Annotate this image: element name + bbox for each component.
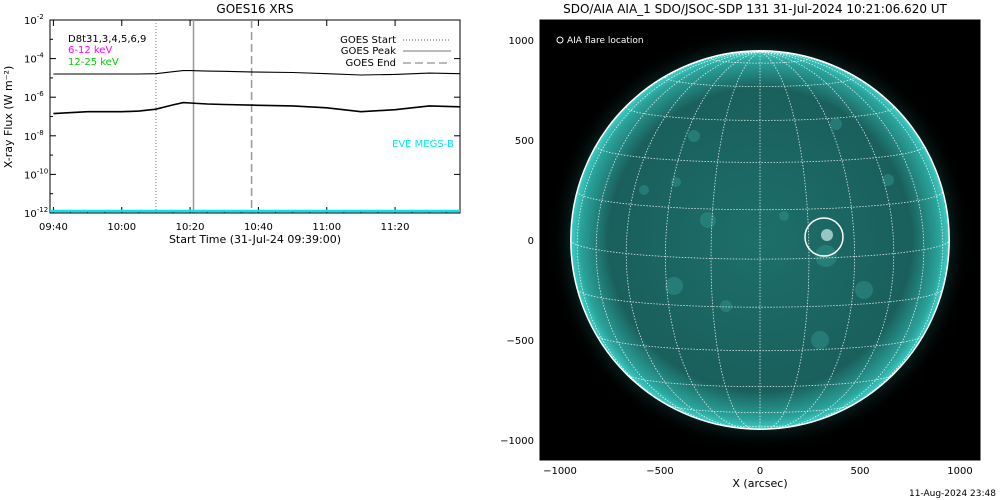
eve-megs-label: EVE MEGS-B [392, 139, 454, 150]
flare-location-marker [804, 217, 844, 257]
xrs-y-tick-label: 10-12 [24, 206, 48, 220]
xrs-y-tick-label: 10-8 [24, 129, 44, 143]
parallel-line [710, 58, 810, 64]
legend-detectors: D8t31,3,4,5,6,9 [68, 34, 146, 45]
aia-legend-text: AIA flare location [567, 36, 644, 46]
parallel-line [595, 145, 925, 163]
aia-xlabel: X (arcsec) [732, 477, 787, 490]
xrs-x-tick-label: 10:00 [107, 222, 136, 233]
aia-y-tick-label: 0 [528, 236, 534, 247]
meridian-line [759, 51, 810, 430]
solar-limb [570, 50, 950, 430]
xrs-y-tick-label: 10-10 [24, 167, 48, 181]
legend-goes-peak: GOES Peak [341, 46, 396, 57]
flare-brightening [821, 229, 833, 241]
xrs-legend-left: D8t31,3,4,5,6,9 6-12 keV 12-25 keV [68, 34, 146, 68]
meridian-line [625, 51, 761, 429]
parallel-line [665, 76, 855, 87]
legend-goes-end: GOES End [346, 58, 396, 69]
legend-goes-start: GOES Start [340, 35, 396, 46]
xrs-legend-right: GOES Start GOES Peak GOES End [340, 35, 451, 69]
xrs-series-line-long [53, 70, 460, 76]
xrs-xlabel: Start Time (31-Jul-24 09:39:00) [169, 233, 341, 246]
xrs-ylabel: X-ray Flux (W m⁻²) [2, 66, 15, 168]
active-region [779, 211, 789, 221]
active-region [720, 300, 732, 312]
aia-y-tick-label: −1000 [500, 436, 534, 447]
xrs-x-tick-label: 10:20 [176, 222, 205, 233]
xrs-x-tick-label: 09:40 [39, 222, 68, 233]
aia-x-tick-label: 0 [757, 466, 763, 477]
active-region [639, 185, 649, 195]
xrs-event-lines [155, 20, 253, 213]
meridian-line [665, 51, 761, 430]
xrs-x-tick-label: 11:20 [381, 222, 410, 233]
active-region [855, 281, 873, 299]
aia-panel: SDO/AIA AIA_1 SDO/JSOC-SDP 131 31-Jul-20… [500, 2, 981, 490]
xrs-title: GOES16 XRS [216, 2, 293, 16]
aia-y-tick-label: 500 [515, 136, 534, 147]
meridian-line [576, 51, 761, 421]
xrs-x-tick-label: 10:40 [244, 222, 273, 233]
aia-y-tick-label: −500 [507, 336, 534, 347]
xrs-panel: GOES16 XRS 10-12 10-10 10-8 10-6 10-4 10-2 09… [2, 2, 461, 246]
xrs-y-tick-label: 10-2 [24, 13, 44, 27]
active-region [882, 174, 894, 186]
active-region [665, 277, 683, 295]
active-region [688, 130, 700, 142]
legend-6-12kev: 6-12 keV [68, 45, 112, 56]
meridian-line [759, 51, 895, 429]
aia-x-tick-label: −500 [646, 466, 673, 477]
active-region [700, 212, 716, 228]
meridian-line [710, 51, 761, 430]
aia-legend-marker [556, 36, 564, 44]
legend-12-25kev: 12-25 keV [68, 57, 119, 68]
parallel-line [666, 404, 854, 414]
xrs-y-tick-label: 10-6 [24, 90, 44, 104]
parallel-line [577, 289, 943, 308]
parallel-line [625, 106, 895, 121]
aia-title: SDO/AIA AIA_1 SDO/JSOC-SDP 131 31-Jul-20… [563, 2, 947, 16]
aia-x-tick-label: −1000 [543, 466, 577, 477]
xrs-y-tick-label: 10-4 [24, 52, 44, 66]
meridian-line [759, 51, 944, 421]
xrs-series-line-short [53, 101, 460, 115]
meridian-line [759, 51, 855, 430]
active-region [811, 331, 829, 349]
parallel-line [596, 334, 924, 352]
aia-x-tick-label: 1000 [947, 466, 972, 477]
active-region [830, 118, 842, 130]
parallel-line [570, 239, 950, 260]
xrs-x-tick-label: 11:00 [312, 222, 341, 233]
aia-x-tick-label: 500 [850, 466, 869, 477]
xrs-series-group [53, 70, 460, 115]
aia-y-tick-label: 1000 [509, 36, 534, 47]
aia-axes: −1000 −500 0 500 1000 −1000 −500 0 500 1000 [500, 36, 973, 477]
footer-timestamp: 11-Aug-2024 23:48 [909, 489, 996, 499]
